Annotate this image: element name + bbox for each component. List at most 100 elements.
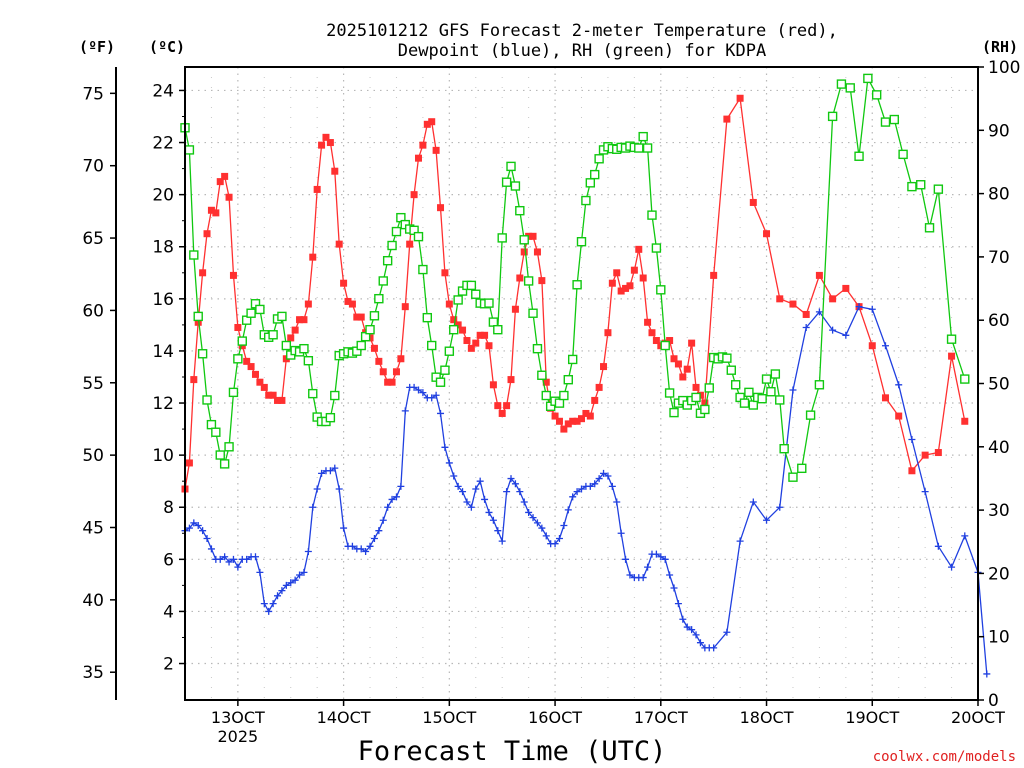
dewpoint-point: [763, 516, 771, 524]
dewpoint-point: [591, 480, 599, 488]
temperature-point: [401, 303, 409, 311]
dewpoint-point: [216, 555, 224, 563]
temperature-point: [278, 396, 286, 404]
y-tick-label-rh: 100: [988, 58, 1020, 78]
y-tick-label-f: 35: [82, 663, 104, 683]
dewpoint-point: [388, 495, 396, 503]
dewpoint-point: [507, 475, 515, 483]
dewpoint-point: [481, 495, 489, 503]
rh-point: [700, 404, 710, 415]
rh-point: [660, 340, 670, 351]
y-tick-label-c: 4: [163, 602, 174, 622]
temperature-point: [340, 279, 348, 287]
temperature-point: [692, 383, 700, 391]
temperature-point: [600, 363, 608, 371]
temperature-point: [423, 120, 431, 128]
rh-point: [453, 295, 463, 305]
rh-point: [219, 459, 230, 469]
rh-point: [356, 340, 366, 351]
dewpoint-point: [489, 516, 497, 524]
series-line: [184, 305, 988, 675]
temperature-point: [516, 274, 524, 282]
rh-point: [916, 180, 926, 190]
rh-point: [391, 226, 402, 237]
temperature-point: [467, 344, 475, 352]
temperature-point: [921, 451, 929, 459]
dewpoint-point: [617, 529, 625, 537]
dewpoint-point: [511, 480, 519, 488]
temperature-point: [595, 383, 603, 391]
rh-point: [211, 427, 221, 437]
temperature-point: [406, 240, 414, 248]
temperature-point: [419, 141, 427, 149]
dewpoint-point: [432, 391, 440, 399]
temperature-point: [318, 141, 326, 149]
dewpoint-point: [525, 508, 533, 516]
temperature-point: [622, 284, 630, 292]
rh-point: [590, 169, 600, 180]
temperature-point: [445, 300, 453, 308]
temperature-point: [335, 240, 343, 248]
temperature-point: [868, 342, 876, 350]
dewpoint-point: [309, 503, 317, 511]
dewpoint-point: [185, 524, 193, 532]
rh-point: [528, 308, 538, 318]
temperature-point: [644, 318, 652, 326]
rh-point: [814, 380, 825, 390]
temperature-point: [481, 331, 489, 339]
dewpoint-point: [829, 326, 837, 334]
fahrenheit-axis-label: (ºF): [79, 38, 115, 56]
rh-point: [184, 145, 195, 155]
rh-point: [691, 392, 701, 403]
rh-point: [651, 243, 662, 253]
dewpoint-point: [666, 571, 674, 579]
temperature-point: [564, 420, 572, 428]
chart-title-line-1: 2025101212 GFS Forecast 2-meter Temperat…: [326, 21, 838, 41]
dewpoint-point: [459, 488, 467, 496]
dewpoint-point: [194, 521, 202, 529]
dewpoint-point: [379, 516, 387, 524]
dewpoint-point: [626, 571, 634, 579]
rh-point: [440, 365, 450, 375]
y-tick-label-c: 12: [152, 394, 174, 414]
dewpoint-point: [881, 342, 889, 350]
rh-point: [418, 264, 428, 275]
temperature-point: [216, 178, 224, 186]
temperature-point: [489, 381, 497, 389]
rh-point: [246, 308, 256, 318]
gridlines: [185, 67, 978, 700]
temperature-point: [229, 271, 237, 279]
dewpoint-point: [683, 623, 691, 631]
y-tick-label-f: 45: [82, 518, 104, 538]
dewpoint-point: [533, 519, 541, 527]
rh-point: [863, 73, 873, 84]
temperature-point: [626, 282, 634, 290]
rh-point: [202, 395, 212, 405]
rh-point: [308, 388, 318, 399]
dewpoint-point: [274, 592, 282, 600]
temperature-point: [414, 154, 422, 162]
rh-point: [704, 383, 714, 393]
temperature-point: [608, 279, 616, 287]
dewpoint-point: [934, 542, 942, 550]
temperature-point: [243, 357, 251, 365]
rh-point: [488, 317, 499, 327]
temperature-point: [388, 378, 396, 386]
temperature-point: [648, 329, 656, 337]
temperature-point: [190, 376, 198, 384]
rh-point: [466, 280, 477, 291]
dewpoint-point: [578, 485, 585, 493]
y-tick-label-c: 16: [152, 290, 174, 310]
rh-point: [255, 304, 265, 315]
temperature-point: [463, 337, 471, 345]
dewpoint-point: [304, 548, 312, 556]
temperature-point: [498, 409, 506, 417]
rh-point: [215, 450, 225, 460]
x-tick-label: 16OCT: [528, 708, 582, 727]
rh-point: [444, 346, 455, 356]
dewpoint-point: [494, 527, 502, 535]
y-tick-label-f: 65: [82, 229, 104, 249]
y-tick-label-rh: 60: [988, 311, 1010, 331]
dewpoint-point: [652, 550, 660, 558]
series-2-meter-temperature: [181, 94, 969, 493]
